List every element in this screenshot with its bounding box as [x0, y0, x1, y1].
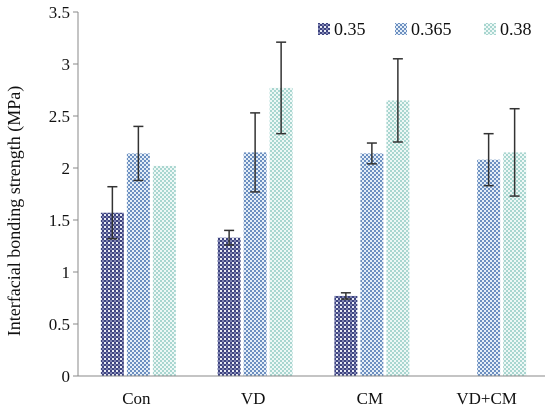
bar-con-0.38: [152, 165, 176, 376]
legend: 0.35 0.365 0.38: [318, 19, 532, 39]
y-axis-label-group: Interfacial bonding strength (MPa): [4, 86, 25, 336]
y-ticks: 0 0.5 1 1.5 2 2.5 3 3.5: [49, 3, 78, 386]
legend-label: 0.365: [411, 19, 452, 39]
legend-swatch: [395, 23, 407, 35]
y-tick-label: 2.5: [49, 107, 70, 126]
bar-cm-0.365: [360, 153, 384, 376]
bars: [100, 87, 527, 377]
y-tick-label: 0.5: [49, 315, 70, 334]
y-tick-label: 0: [62, 367, 71, 386]
y-tick-label: 3.5: [49, 3, 70, 22]
x-tick-label: CM: [357, 389, 383, 408]
bar-vd-cm-0.365: [477, 159, 501, 376]
bar-vd-cm-0.38: [503, 152, 527, 376]
y-tick-label: 3: [62, 55, 71, 74]
legend-swatch: [318, 23, 330, 35]
legend-label: 0.38: [500, 19, 532, 39]
error-bars: [107, 41, 520, 300]
y-axis-label: Interfacial bonding strength (MPa): [4, 86, 25, 336]
y-tick-label: 1: [62, 263, 71, 282]
y-tick-label: 1.5: [49, 211, 70, 230]
axes: [77, 12, 545, 377]
bar-con-0.35: [100, 212, 124, 376]
bar-cm-0.38: [386, 100, 410, 377]
legend-swatch: [484, 23, 496, 35]
bar-con-0.365: [126, 153, 150, 376]
legend-label: 0.35: [334, 19, 366, 39]
bar-vd-0.35: [217, 237, 241, 376]
x-tick-label: VD: [241, 389, 266, 408]
bar-vd-0.365: [243, 152, 267, 376]
x-tick-label: Con: [122, 389, 151, 408]
bar-vd-0.38: [269, 87, 293, 377]
bar-cm-0.35: [334, 295, 358, 376]
y-tick-label: 2: [62, 159, 71, 178]
x-ticks: Con VD CM VD+CM: [122, 389, 517, 408]
x-tick-label: VD+CM: [456, 389, 517, 408]
